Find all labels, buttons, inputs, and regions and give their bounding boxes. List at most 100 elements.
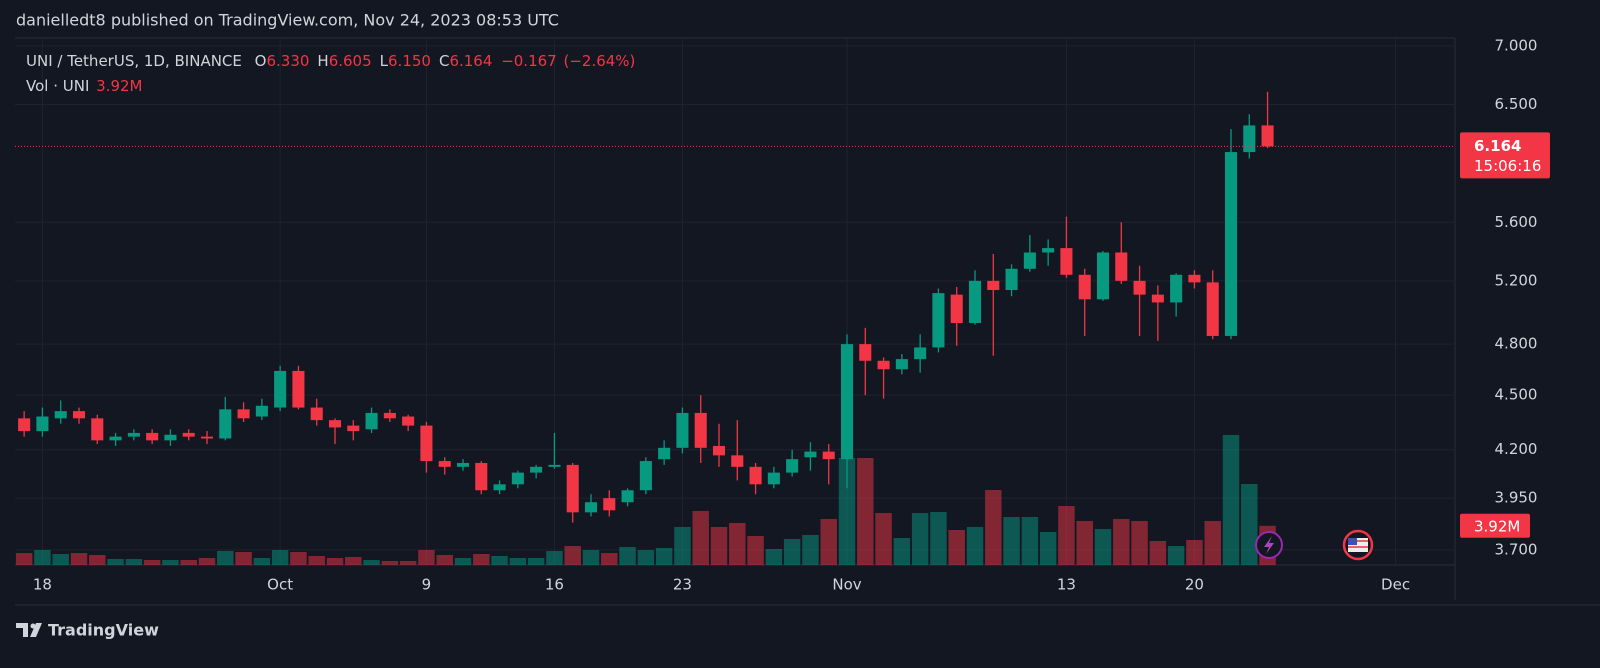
footer-brand: TradingView bbox=[48, 621, 159, 640]
candle-body bbox=[1023, 252, 1036, 269]
x-tick-label: 23 bbox=[673, 576, 692, 594]
candle-layer bbox=[18, 91, 1274, 523]
volume-bar bbox=[509, 558, 527, 565]
candle-body bbox=[694, 412, 707, 448]
ohlc-key: C bbox=[438, 52, 450, 70]
volume-bar bbox=[1131, 521, 1148, 565]
candle-body bbox=[987, 280, 1000, 291]
ohlc-key: O bbox=[254, 52, 267, 70]
volume-bar bbox=[363, 560, 380, 565]
volume-bar bbox=[729, 523, 746, 565]
candle-body bbox=[18, 418, 31, 432]
volume-bar bbox=[1039, 532, 1057, 565]
candle-body bbox=[328, 420, 342, 428]
y-tick-label: 6.500 bbox=[1495, 95, 1538, 113]
candle-body bbox=[146, 432, 159, 441]
volume-bar bbox=[546, 551, 563, 565]
candle-body bbox=[72, 411, 86, 419]
volume-bar bbox=[326, 558, 344, 565]
volume-bar bbox=[89, 555, 106, 565]
volume-bar bbox=[454, 558, 472, 565]
volume-legend: Vol · UNI 3.92M bbox=[26, 77, 145, 95]
volume-bar bbox=[527, 558, 545, 565]
candle-body bbox=[164, 434, 177, 441]
candle-body bbox=[200, 436, 214, 439]
y-tick-label: 3.950 bbox=[1495, 489, 1538, 507]
x-tick-label: Dec bbox=[1381, 576, 1410, 594]
volume-bar bbox=[473, 554, 490, 565]
candle-body bbox=[950, 294, 963, 324]
candle-body bbox=[786, 459, 799, 473]
ohlc-value: 6.605 bbox=[328, 52, 372, 70]
candle-body bbox=[658, 447, 671, 460]
candle-body bbox=[54, 411, 67, 419]
candle-body bbox=[749, 466, 762, 485]
candle-body bbox=[127, 432, 140, 437]
countdown: 15:06:16 bbox=[1474, 157, 1541, 175]
icon-bolt bbox=[1264, 536, 1274, 554]
volume-bar bbox=[1167, 546, 1185, 565]
volume-layer bbox=[15, 435, 1276, 565]
volume-bar bbox=[674, 527, 691, 565]
candle-body bbox=[840, 344, 854, 460]
candle-body bbox=[1060, 248, 1073, 275]
flag-icon[interactable] bbox=[1342, 529, 1374, 561]
volume-bar bbox=[820, 519, 837, 565]
candle-body bbox=[1096, 252, 1110, 300]
candle-body bbox=[36, 416, 49, 432]
candle-body bbox=[530, 466, 543, 473]
x-tick-label: 20 bbox=[1185, 576, 1204, 594]
volume-bar bbox=[857, 458, 874, 565]
volume-bar bbox=[253, 558, 271, 565]
volume-bar bbox=[948, 530, 965, 565]
candle-body bbox=[274, 370, 287, 408]
volume-bar bbox=[235, 552, 252, 565]
candle-body bbox=[1261, 125, 1274, 147]
x-tick-label: 18 bbox=[33, 576, 52, 594]
ohlc-legend: UNI / TetherUS, 1D, BINANCE O6.330 H6.605… bbox=[26, 52, 637, 70]
volume-bar bbox=[875, 513, 892, 565]
volume-bar bbox=[1241, 484, 1258, 565]
candle-body bbox=[621, 490, 634, 503]
candle-body bbox=[456, 462, 470, 467]
last-price-box bbox=[1460, 132, 1550, 179]
candle-body bbox=[548, 464, 561, 467]
volume-bar bbox=[783, 539, 801, 565]
candle-body bbox=[895, 359, 908, 370]
y-tick-label: 7.000 bbox=[1495, 36, 1538, 54]
volume-bar bbox=[1149, 541, 1167, 565]
volume-bar bbox=[308, 556, 325, 565]
volume-bar bbox=[1076, 521, 1093, 565]
symbol: UNI / TetherUS, 1D, BINANCE bbox=[26, 52, 242, 70]
candle-body bbox=[914, 347, 927, 360]
volume-box bbox=[1460, 513, 1530, 538]
candle-body bbox=[1188, 274, 1201, 283]
volume-bar bbox=[217, 551, 234, 565]
volume-bar bbox=[198, 558, 216, 565]
candle-body bbox=[1224, 152, 1238, 336]
volume-bar bbox=[692, 511, 709, 565]
candle-body bbox=[292, 370, 305, 408]
candle-body bbox=[566, 464, 579, 513]
candle-body bbox=[676, 412, 689, 448]
y-tick-label: 3.700 bbox=[1495, 540, 1538, 558]
volume-bar bbox=[15, 553, 33, 565]
candle-body bbox=[383, 412, 396, 419]
volume-bar bbox=[802, 535, 819, 565]
volume-bar bbox=[710, 527, 728, 565]
volume-bar bbox=[491, 556, 508, 565]
candle-body bbox=[859, 344, 872, 361]
candle-body bbox=[511, 472, 524, 485]
lightning-icon[interactable] bbox=[1255, 531, 1283, 559]
volume-bar bbox=[1222, 435, 1240, 565]
logo: TradingView bbox=[16, 621, 159, 640]
volume-axis-label: 3.92M bbox=[1474, 517, 1520, 535]
candle-body bbox=[1005, 268, 1018, 291]
candle-body bbox=[584, 502, 598, 513]
x-tick-label: 16 bbox=[545, 576, 564, 594]
volume-bar bbox=[381, 561, 399, 565]
y-tick-label: 4.800 bbox=[1495, 335, 1538, 353]
ohlc-key: H bbox=[317, 52, 329, 70]
